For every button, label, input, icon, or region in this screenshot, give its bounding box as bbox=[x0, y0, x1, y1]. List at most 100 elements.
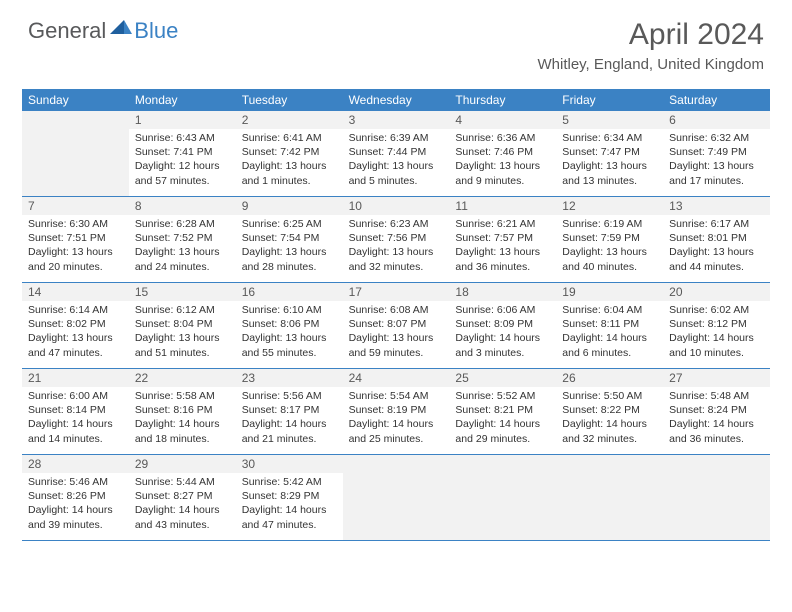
calendar-cell bbox=[663, 455, 770, 541]
sunset-text: Sunset: 8:21 PM bbox=[455, 403, 550, 417]
calendar-cell: 10Sunrise: 6:23 AMSunset: 7:56 PMDayligh… bbox=[343, 197, 450, 283]
calendar-cell: 13Sunrise: 6:17 AMSunset: 8:01 PMDayligh… bbox=[663, 197, 770, 283]
calendar-cell: 12Sunrise: 6:19 AMSunset: 7:59 PMDayligh… bbox=[556, 197, 663, 283]
calendar-cell: 6Sunrise: 6:32 AMSunset: 7:49 PMDaylight… bbox=[663, 111, 770, 197]
calendar-cell: 9Sunrise: 6:25 AMSunset: 7:54 PMDaylight… bbox=[236, 197, 343, 283]
calendar-cell bbox=[556, 455, 663, 541]
day-number: 4 bbox=[449, 111, 556, 129]
sunset-text: Sunset: 8:07 PM bbox=[349, 317, 444, 331]
day-body: Sunrise: 5:58 AMSunset: 8:16 PMDaylight:… bbox=[129, 387, 236, 450]
sunrise-text: Sunrise: 5:52 AM bbox=[455, 389, 550, 403]
calendar-cell: 4Sunrise: 6:36 AMSunset: 7:46 PMDaylight… bbox=[449, 111, 556, 197]
day-number: 10 bbox=[343, 197, 450, 215]
day-body: Sunrise: 5:50 AMSunset: 8:22 PMDaylight:… bbox=[556, 387, 663, 450]
day-number: 22 bbox=[129, 369, 236, 387]
sunset-text: Sunset: 7:46 PM bbox=[455, 145, 550, 159]
daylight-text: Daylight: 14 hours and 25 minutes. bbox=[349, 417, 444, 445]
calendar-cell: 15Sunrise: 6:12 AMSunset: 8:04 PMDayligh… bbox=[129, 283, 236, 369]
sunrise-text: Sunrise: 6:06 AM bbox=[455, 303, 550, 317]
sunrise-text: Sunrise: 5:58 AM bbox=[135, 389, 230, 403]
day-number: 14 bbox=[22, 283, 129, 301]
sunrise-text: Sunrise: 6:02 AM bbox=[669, 303, 764, 317]
calendar-cell bbox=[22, 111, 129, 197]
day-headers: SundayMondayTuesdayWednesdayThursdayFrid… bbox=[22, 89, 770, 111]
sunrise-text: Sunrise: 6:08 AM bbox=[349, 303, 444, 317]
sunset-text: Sunset: 8:17 PM bbox=[242, 403, 337, 417]
sunrise-text: Sunrise: 5:42 AM bbox=[242, 475, 337, 489]
day-body: Sunrise: 5:56 AMSunset: 8:17 PMDaylight:… bbox=[236, 387, 343, 450]
sunset-text: Sunset: 8:12 PM bbox=[669, 317, 764, 331]
daylight-text: Daylight: 13 hours and 40 minutes. bbox=[562, 245, 657, 273]
sunrise-text: Sunrise: 5:56 AM bbox=[242, 389, 337, 403]
sunrise-text: Sunrise: 6:19 AM bbox=[562, 217, 657, 231]
sunrise-text: Sunrise: 5:54 AM bbox=[349, 389, 444, 403]
day-body: Sunrise: 5:52 AMSunset: 8:21 PMDaylight:… bbox=[449, 387, 556, 450]
sunset-text: Sunset: 7:57 PM bbox=[455, 231, 550, 245]
sunrise-text: Sunrise: 5:48 AM bbox=[669, 389, 764, 403]
sunrise-text: Sunrise: 6:23 AM bbox=[349, 217, 444, 231]
sunrise-text: Sunrise: 6:00 AM bbox=[28, 389, 123, 403]
daylight-text: Daylight: 12 hours and 57 minutes. bbox=[135, 159, 230, 187]
daylight-text: Daylight: 13 hours and 13 minutes. bbox=[562, 159, 657, 187]
day-body: Sunrise: 6:14 AMSunset: 8:02 PMDaylight:… bbox=[22, 301, 129, 364]
sunrise-text: Sunrise: 6:30 AM bbox=[28, 217, 123, 231]
daylight-text: Daylight: 14 hours and 21 minutes. bbox=[242, 417, 337, 445]
day-body: Sunrise: 6:17 AMSunset: 8:01 PMDaylight:… bbox=[663, 215, 770, 278]
day-number: 7 bbox=[22, 197, 129, 215]
day-number: 24 bbox=[343, 369, 450, 387]
day-number: 9 bbox=[236, 197, 343, 215]
sunrise-text: Sunrise: 6:12 AM bbox=[135, 303, 230, 317]
logo-text-blue: Blue bbox=[134, 18, 178, 44]
sunset-text: Sunset: 8:01 PM bbox=[669, 231, 764, 245]
logo: General Blue bbox=[28, 18, 178, 44]
calendar-cell: 18Sunrise: 6:06 AMSunset: 8:09 PMDayligh… bbox=[449, 283, 556, 369]
calendar-cell bbox=[343, 455, 450, 541]
daylight-text: Daylight: 14 hours and 36 minutes. bbox=[669, 417, 764, 445]
day-number: 20 bbox=[663, 283, 770, 301]
sunrise-text: Sunrise: 6:34 AM bbox=[562, 131, 657, 145]
sunset-text: Sunset: 7:47 PM bbox=[562, 145, 657, 159]
calendar-cell: 23Sunrise: 5:56 AMSunset: 8:17 PMDayligh… bbox=[236, 369, 343, 455]
day-number: 15 bbox=[129, 283, 236, 301]
day-number: 30 bbox=[236, 455, 343, 473]
daylight-text: Daylight: 13 hours and 24 minutes. bbox=[135, 245, 230, 273]
daylight-text: Daylight: 13 hours and 17 minutes. bbox=[669, 159, 764, 187]
day-number: 5 bbox=[556, 111, 663, 129]
sunrise-text: Sunrise: 6:43 AM bbox=[135, 131, 230, 145]
day-body: Sunrise: 6:36 AMSunset: 7:46 PMDaylight:… bbox=[449, 129, 556, 192]
daylight-text: Daylight: 13 hours and 5 minutes. bbox=[349, 159, 444, 187]
logo-mark-icon bbox=[110, 20, 132, 43]
sunset-text: Sunset: 8:29 PM bbox=[242, 489, 337, 503]
location-label: Whitley, England, United Kingdom bbox=[537, 56, 764, 73]
sunset-text: Sunset: 8:22 PM bbox=[562, 403, 657, 417]
day-body: Sunrise: 6:19 AMSunset: 7:59 PMDaylight:… bbox=[556, 215, 663, 278]
sunrise-text: Sunrise: 6:17 AM bbox=[669, 217, 764, 231]
calendar-cell: 26Sunrise: 5:50 AMSunset: 8:22 PMDayligh… bbox=[556, 369, 663, 455]
page-title: April 2024 bbox=[537, 18, 764, 52]
daylight-text: Daylight: 14 hours and 43 minutes. bbox=[135, 503, 230, 531]
calendar-cell: 1Sunrise: 6:43 AMSunset: 7:41 PMDaylight… bbox=[129, 111, 236, 197]
day-body: Sunrise: 6:30 AMSunset: 7:51 PMDaylight:… bbox=[22, 215, 129, 278]
daylight-text: Daylight: 14 hours and 6 minutes. bbox=[562, 331, 657, 359]
day-header: Monday bbox=[129, 89, 236, 111]
calendar-cell: 7Sunrise: 6:30 AMSunset: 7:51 PMDaylight… bbox=[22, 197, 129, 283]
calendar-cell: 29Sunrise: 5:44 AMSunset: 8:27 PMDayligh… bbox=[129, 455, 236, 541]
calendar-week: 28Sunrise: 5:46 AMSunset: 8:26 PMDayligh… bbox=[22, 455, 770, 541]
daylight-text: Daylight: 13 hours and 28 minutes. bbox=[242, 245, 337, 273]
sunset-text: Sunset: 8:26 PM bbox=[28, 489, 123, 503]
day-header: Tuesday bbox=[236, 89, 343, 111]
day-number: 16 bbox=[236, 283, 343, 301]
day-body: Sunrise: 6:21 AMSunset: 7:57 PMDaylight:… bbox=[449, 215, 556, 278]
daylight-text: Daylight: 14 hours and 29 minutes. bbox=[455, 417, 550, 445]
day-body: Sunrise: 6:39 AMSunset: 7:44 PMDaylight:… bbox=[343, 129, 450, 192]
day-number: 28 bbox=[22, 455, 129, 473]
sunrise-text: Sunrise: 6:21 AM bbox=[455, 217, 550, 231]
day-header: Sunday bbox=[22, 89, 129, 111]
calendar-week: 1Sunrise: 6:43 AMSunset: 7:41 PMDaylight… bbox=[22, 111, 770, 197]
header: General Blue April 2024 Whitley, England… bbox=[0, 0, 792, 79]
sunrise-text: Sunrise: 6:25 AM bbox=[242, 217, 337, 231]
sunset-text: Sunset: 7:52 PM bbox=[135, 231, 230, 245]
day-body: Sunrise: 5:48 AMSunset: 8:24 PMDaylight:… bbox=[663, 387, 770, 450]
calendar-week: 14Sunrise: 6:14 AMSunset: 8:02 PMDayligh… bbox=[22, 283, 770, 369]
day-header: Saturday bbox=[663, 89, 770, 111]
